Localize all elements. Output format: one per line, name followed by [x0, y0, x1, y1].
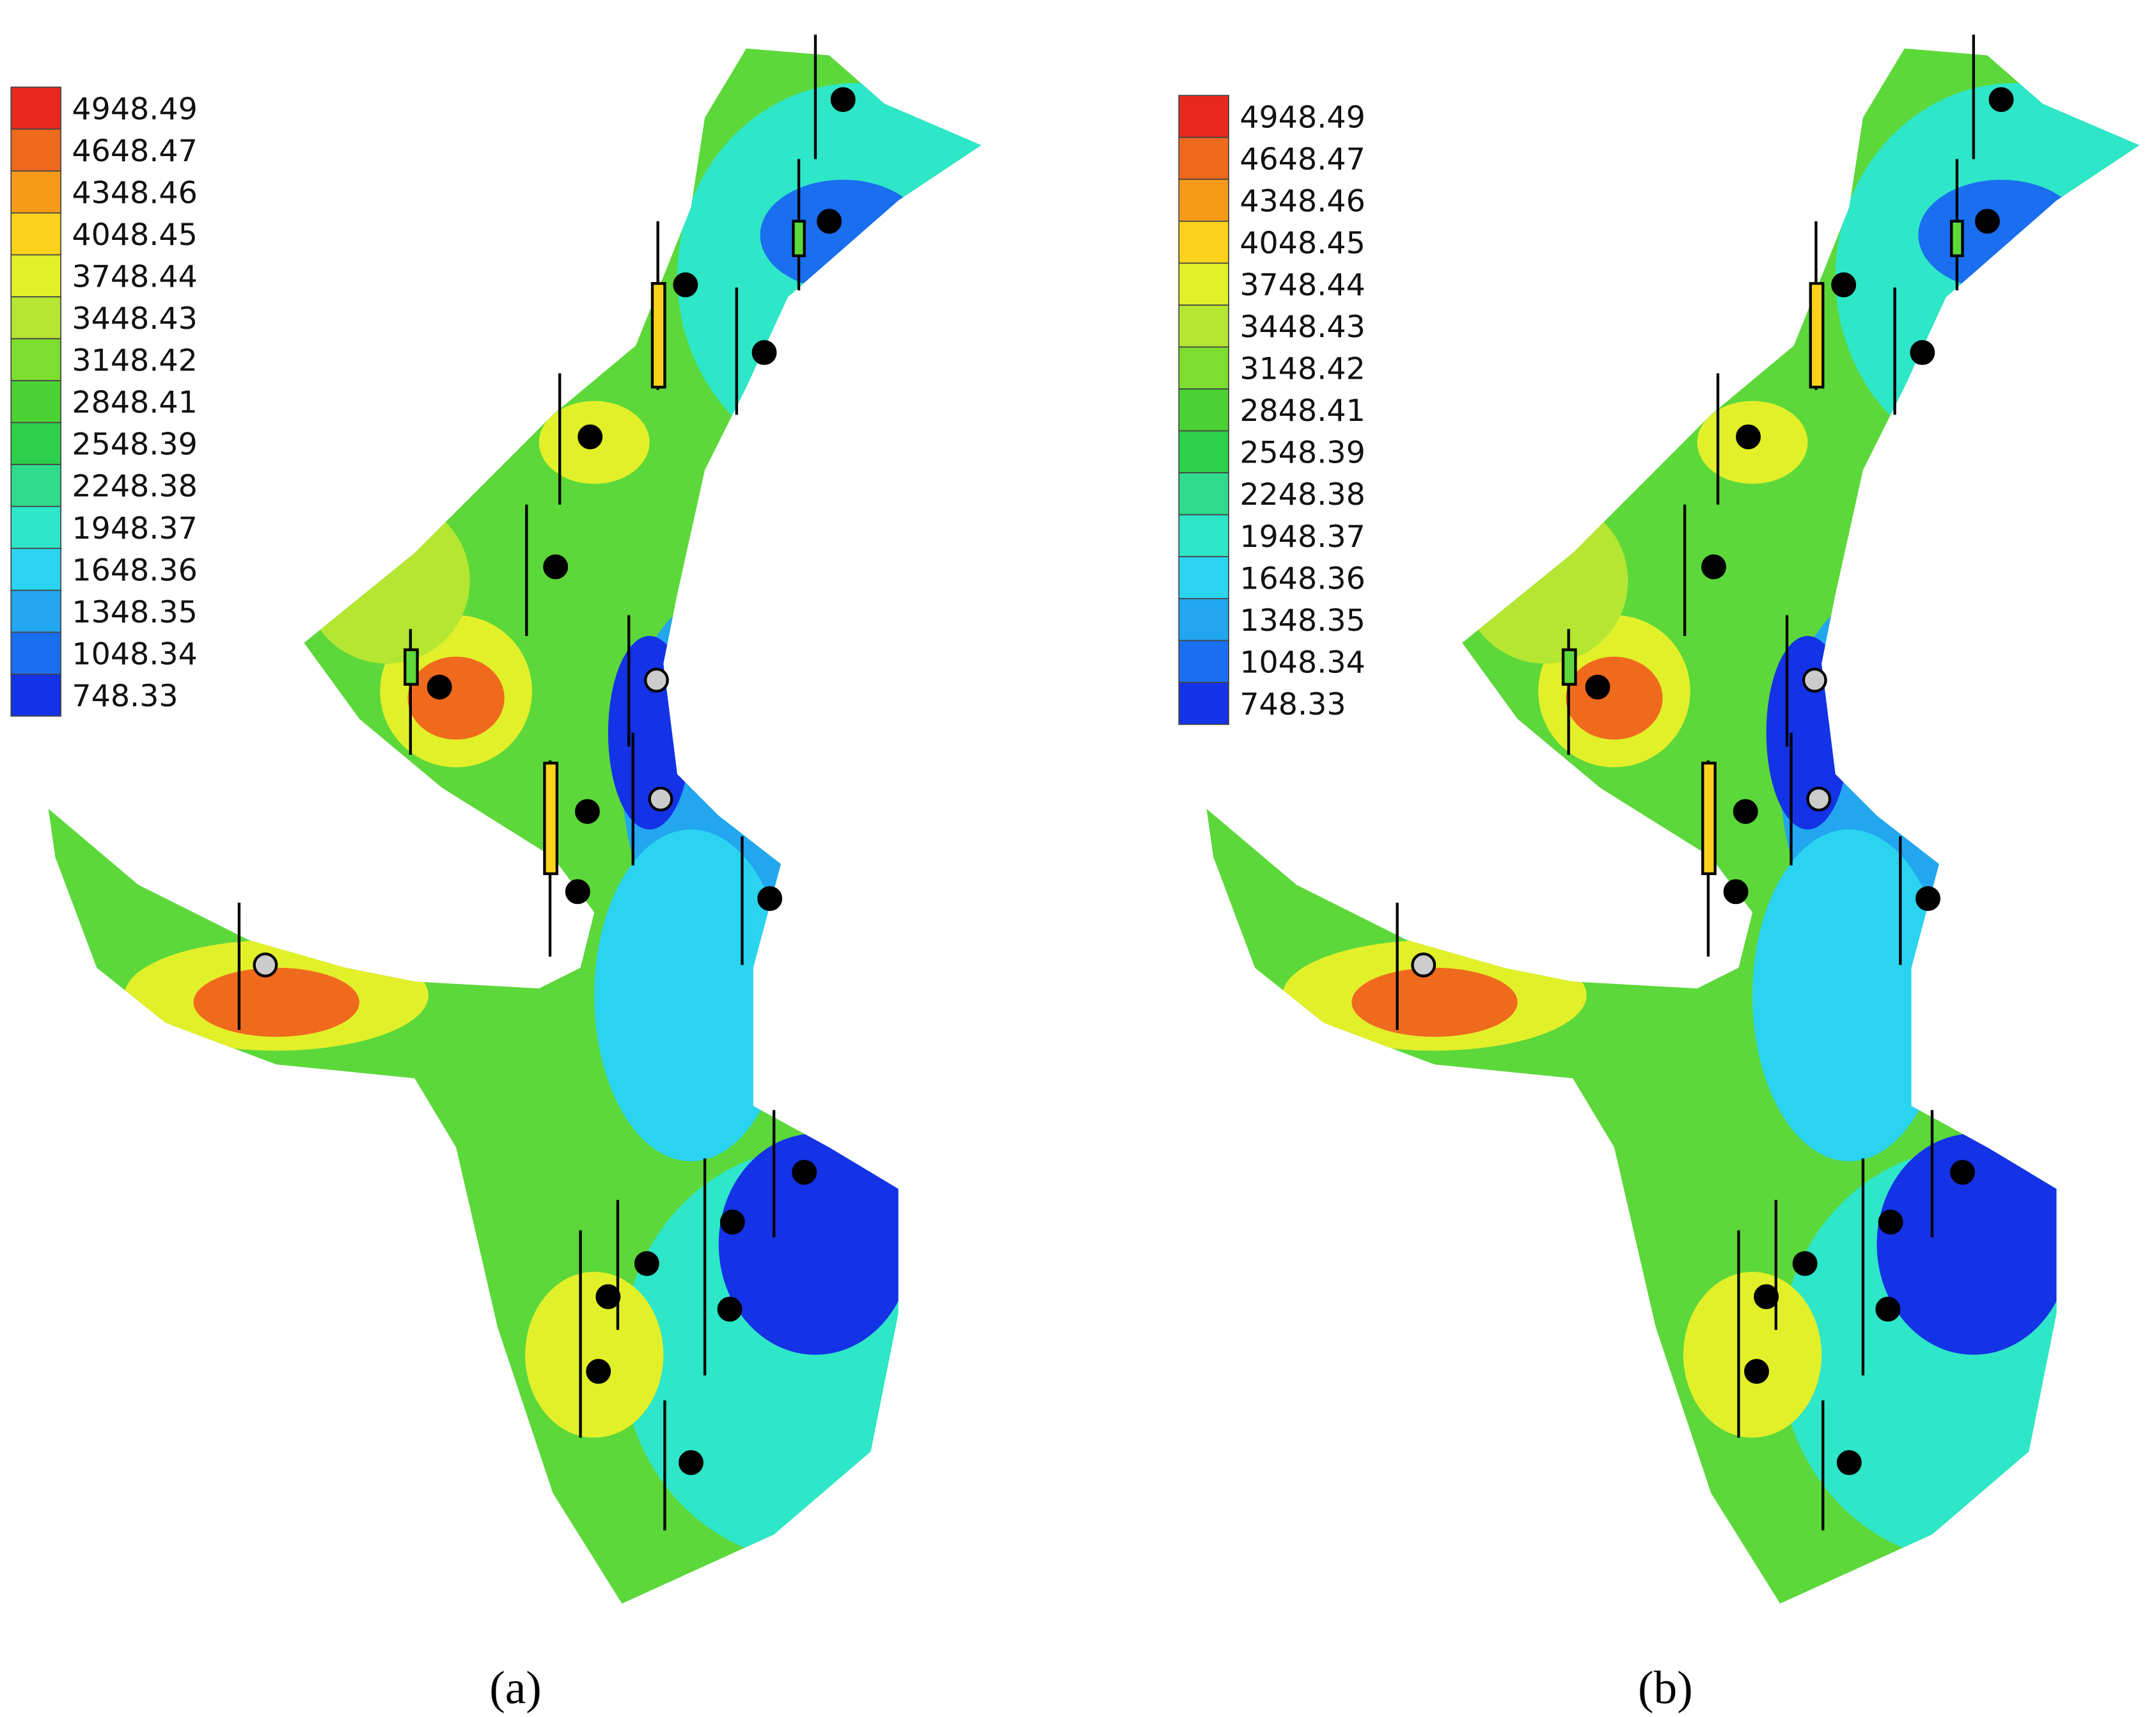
legend-label: 2548.39 [1239, 436, 1365, 471]
legend-label: 1048.34 [1239, 645, 1365, 680]
panel-caption: (b) [1638, 1661, 1693, 1713]
legend-swatch [1178, 388, 1229, 432]
legend-label: 3748.44 [72, 260, 197, 295]
legend-label: 2548.39 [72, 427, 197, 463]
legend-swatch [10, 170, 61, 214]
legend-label: 1948.37 [72, 511, 197, 546]
legend-label: 3148.42 [72, 344, 197, 379]
legend-swatch [1178, 472, 1229, 516]
legend-swatch [10, 548, 61, 591]
legend-swatch [10, 338, 61, 381]
legend-swatch [1178, 640, 1229, 683]
legend-label: 1048.34 [72, 637, 197, 672]
legend-swatch [1178, 346, 1229, 390]
legend-label: 3448.43 [1239, 310, 1365, 345]
legend-label: 3448.43 [72, 301, 197, 336]
legend-swatch [10, 296, 61, 340]
legend-label: 748.33 [1239, 687, 1346, 722]
legend-label: 4348.46 [1239, 184, 1365, 219]
legend-swatch [1178, 136, 1229, 180]
legend-swatch [1178, 514, 1229, 558]
legend-swatch [1178, 430, 1229, 473]
legend-swatch [10, 380, 61, 423]
legend-label: 1348.35 [1239, 603, 1365, 638]
legend-label: 2248.38 [72, 469, 197, 504]
legend-swatch [10, 631, 61, 675]
legend-label: 3148.42 [1239, 352, 1365, 387]
legend-label: 4948.49 [72, 91, 197, 127]
legend-swatch [1178, 95, 1229, 138]
legend-label: 4048.45 [72, 218, 197, 253]
legend-swatch [1178, 681, 1229, 725]
legend-label: 4948.49 [1239, 100, 1365, 135]
legend-label: 1948.37 [1239, 519, 1365, 555]
legend-label: 3748.44 [1239, 267, 1365, 303]
legend-label: 1648.36 [1239, 561, 1365, 596]
legend-swatch [1178, 305, 1229, 348]
legend-label: 4048.45 [1239, 226, 1365, 261]
legend-label: 2848.41 [1239, 393, 1365, 429]
legend-swatch [10, 464, 61, 507]
legend-label: 1648.36 [72, 553, 197, 588]
panel-b: 4948.49 4648.47 4348.46 4048.45 3748.44 3448.… [1178, 95, 1365, 725]
legend-swatch [1178, 556, 1229, 599]
legend-swatch [1178, 220, 1229, 264]
legend-swatch [10, 674, 61, 717]
legend-label: 4348.46 [72, 175, 197, 210]
legend-swatch [1178, 262, 1229, 306]
legend-label: 2248.38 [1239, 477, 1365, 512]
legend-swatch [10, 128, 61, 172]
legend-label: 1348.35 [72, 595, 197, 630]
legend-label: 2848.41 [72, 385, 197, 420]
panel-caption: (a) [489, 1661, 542, 1713]
legend-swatch [10, 422, 61, 466]
panel-a: 4948.49 4648.47 4348.46 4048.45 3748.44 3448.… [10, 86, 198, 717]
legend-swatch [1178, 178, 1229, 222]
legend-swatch [10, 589, 61, 633]
legend-swatch [1178, 597, 1229, 642]
legend-label: 4648.47 [1239, 142, 1365, 177]
legend-swatch [10, 254, 61, 297]
legend-swatch [10, 212, 61, 256]
legend-swatch [10, 86, 61, 130]
legend-swatch [10, 505, 61, 550]
legend-label: 748.33 [72, 679, 178, 714]
legend-label: 4648.47 [72, 134, 197, 169]
